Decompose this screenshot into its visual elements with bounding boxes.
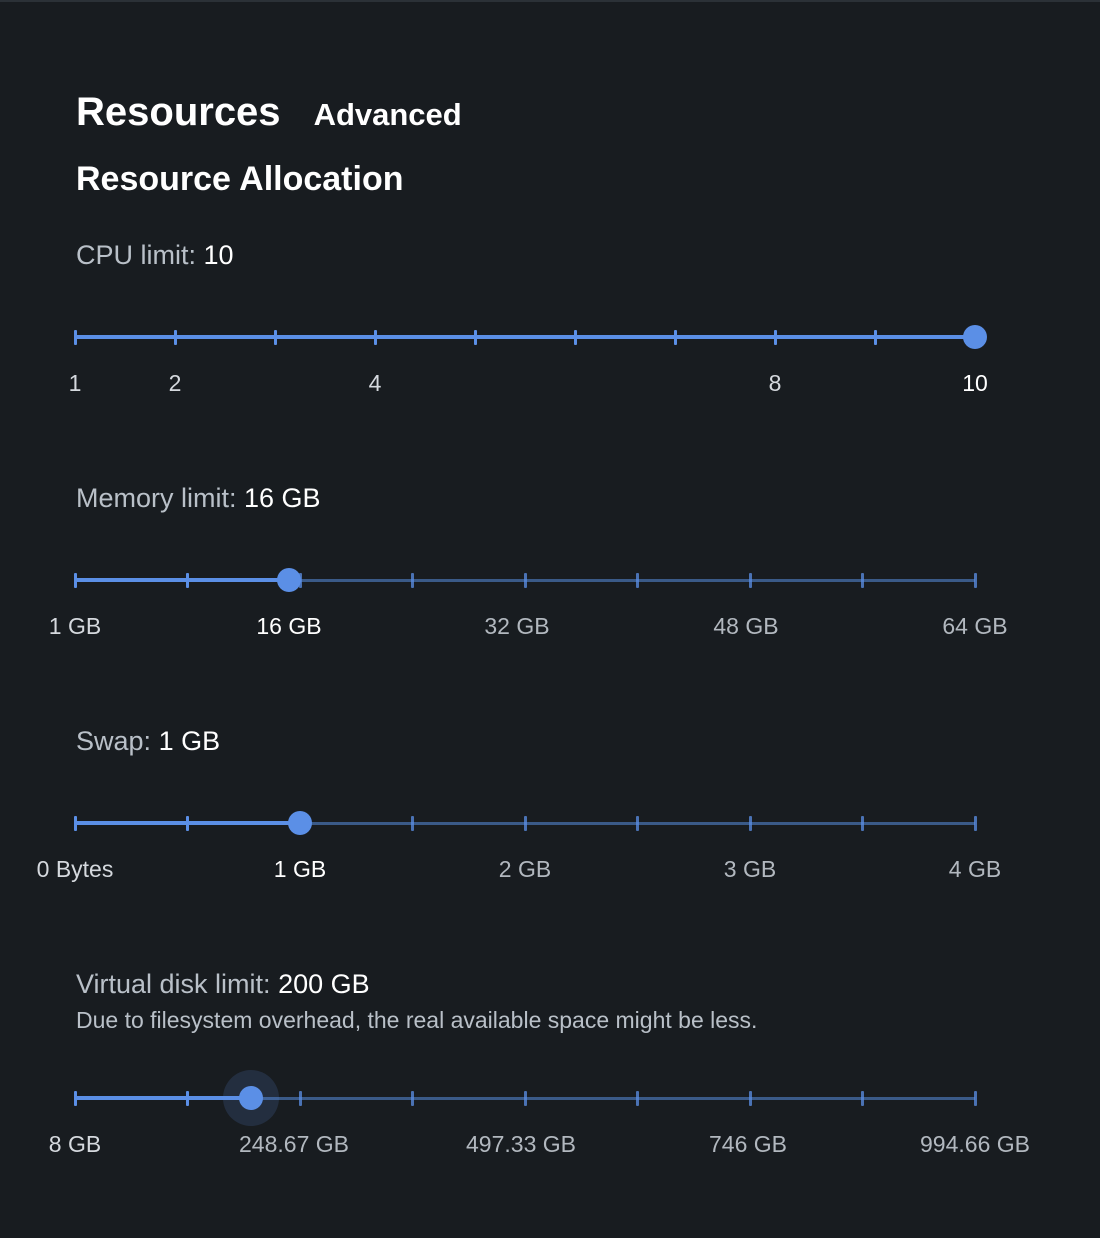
memory-limit-label: Memory limit: 16 GB xyxy=(76,483,321,514)
disk-mark-label: 248.67 GB xyxy=(239,1131,349,1157)
memory-limit-value: 16 GB xyxy=(244,483,321,513)
disk-track-active xyxy=(75,1096,251,1100)
memory-tick xyxy=(73,572,77,588)
tab-advanced[interactable]: Advanced xyxy=(313,97,462,132)
memory-track-inactive xyxy=(75,578,975,582)
memory-tick xyxy=(523,572,527,588)
tab-resources[interactable]: Resources xyxy=(76,90,281,134)
swap-mark-label: 0 Bytes xyxy=(36,856,114,882)
memory-mark-label: 64 GB xyxy=(942,613,1008,639)
disk-tick xyxy=(748,1090,752,1106)
swap-mark-label: 1 GB xyxy=(273,856,327,882)
cpu-tick xyxy=(773,329,777,345)
disk-tick xyxy=(973,1090,977,1106)
cpu-tick xyxy=(673,329,677,345)
memory-tick xyxy=(636,572,639,588)
disk-mark-label: 497.33 GB xyxy=(466,1131,576,1157)
memory-tick xyxy=(748,572,752,588)
disk-mark-label: 994.66 GB xyxy=(920,1131,1030,1157)
swap-track-inactive xyxy=(75,821,975,825)
cpu-slider-thumb[interactable] xyxy=(963,325,987,349)
cpu-tick xyxy=(73,329,77,345)
memory-mark-label: 48 GB xyxy=(713,613,779,639)
disk-tick xyxy=(298,1090,302,1106)
cpu-limit-value: 10 xyxy=(203,240,234,270)
cpu-track-active xyxy=(75,335,975,339)
disk-mark-label: 8 GB xyxy=(48,1131,102,1157)
swap-label-text: Swap: xyxy=(76,726,152,756)
memory-mark-label: 1 GB xyxy=(48,613,102,639)
memory-track-active xyxy=(75,578,290,582)
swap-tick xyxy=(411,815,414,831)
swap-tick xyxy=(636,815,639,831)
disk-tick xyxy=(861,1090,864,1106)
virtual-disk-limit-label-text: Virtual disk limit: xyxy=(76,969,271,999)
memory-limit-label-text: Memory limit: xyxy=(76,483,237,513)
swap-tick xyxy=(973,815,977,831)
cpu-track-inactive xyxy=(75,335,975,339)
swap-tick xyxy=(748,815,752,831)
disk-mark-label: 746 GB xyxy=(709,1131,787,1157)
cpu-limit-label-text: CPU limit: xyxy=(76,240,196,270)
swap-label: Swap: 1 GB xyxy=(76,726,220,757)
window-top-border xyxy=(0,0,1100,2)
disk-slider-thumb[interactable] xyxy=(238,1086,263,1110)
section-title: Resource Allocation xyxy=(76,160,404,198)
cpu-mark-label: 4 xyxy=(368,370,382,396)
cpu-mark-label: 8 xyxy=(768,370,782,396)
swap-value: 1 GB xyxy=(158,726,221,756)
disk-tick xyxy=(186,1090,189,1106)
cpu-mark-label: 1 xyxy=(68,370,82,396)
virtual-disk-limit-value: 200 GB xyxy=(278,969,370,999)
memory-tick xyxy=(861,572,864,588)
disk-tick xyxy=(73,1090,77,1106)
memory-tick xyxy=(186,572,189,588)
virtual-disk-note: Due to filesystem overhead, the real ava… xyxy=(76,1007,758,1033)
swap-mark-label: 4 GB xyxy=(948,856,1002,882)
swap-mark-label: 2 GB xyxy=(498,856,552,882)
memory-tick xyxy=(973,572,977,588)
virtual-disk-limit-label: Virtual disk limit: 200 GB xyxy=(76,969,370,1000)
swap-slider-thumb[interactable] xyxy=(288,811,312,835)
disk-tick xyxy=(411,1090,414,1106)
cpu-tick xyxy=(873,329,877,345)
cpu-mark-label: 10 xyxy=(962,370,988,396)
cpu-tick xyxy=(173,329,177,345)
memory-slider-thumb[interactable] xyxy=(277,568,302,592)
memory-mark-label: 16 GB xyxy=(256,613,322,639)
cpu-tick xyxy=(373,329,377,345)
swap-mark-label: 3 GB xyxy=(723,856,777,882)
memory-mark-label: 32 GB xyxy=(484,613,550,639)
disk-tick xyxy=(523,1090,527,1106)
disk-track-inactive xyxy=(75,1096,975,1100)
cpu-limit-label: CPU limit: 10 xyxy=(76,240,234,271)
swap-track-active xyxy=(75,821,300,825)
swap-tick xyxy=(523,815,527,831)
memory-tick xyxy=(411,572,414,588)
tab-bar: Resources Advanced xyxy=(76,90,462,135)
cpu-mark-label: 2 xyxy=(168,370,182,396)
cpu-tick xyxy=(473,329,477,345)
swap-tick xyxy=(73,815,77,831)
swap-tick xyxy=(861,815,864,831)
swap-tick xyxy=(186,815,189,831)
disk-tick xyxy=(636,1090,639,1106)
cpu-tick xyxy=(573,329,577,345)
cpu-tick xyxy=(273,329,277,345)
